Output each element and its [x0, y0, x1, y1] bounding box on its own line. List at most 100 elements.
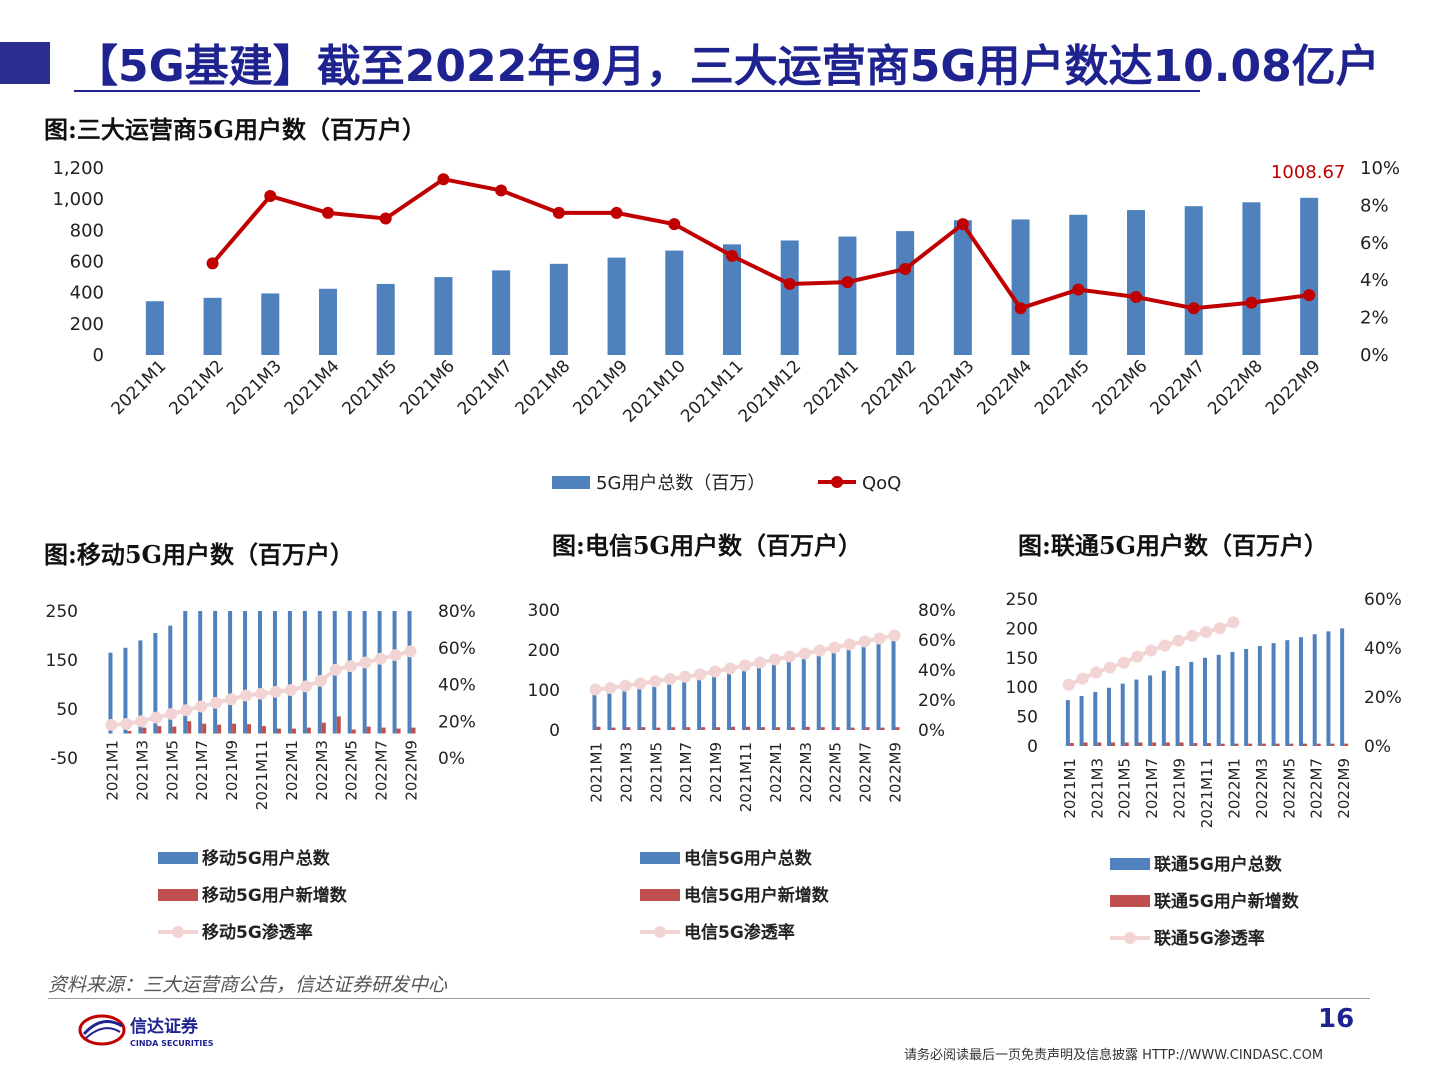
penetration-point — [1117, 656, 1130, 669]
x-axis-label: 2021M1 — [103, 740, 121, 801]
x-axis-label: 2021M5 — [1116, 758, 1134, 819]
penetration-point — [180, 704, 193, 717]
bar-total — [1257, 646, 1262, 746]
bar-total — [1189, 661, 1194, 746]
bar-new — [1124, 742, 1129, 746]
penetration-point — [1090, 666, 1103, 679]
bar-new — [656, 727, 661, 730]
bar-new — [1289, 743, 1294, 746]
penetration-point — [329, 663, 342, 676]
penetration-point — [649, 675, 662, 688]
bar-new — [596, 726, 601, 730]
qoq-point — [495, 184, 508, 197]
right-axis-tick: 20% — [1364, 688, 1402, 708]
legend-pen-label: 移动5G渗透率 — [202, 922, 313, 943]
right-axis-tick: 60% — [918, 631, 956, 651]
x-axis-label: 2022M1 — [800, 356, 863, 419]
legend-pen-marker — [654, 926, 666, 938]
legend-total-swatch — [158, 852, 198, 864]
x-axis-label: 2021M11 — [677, 356, 747, 426]
penetration-point — [299, 680, 312, 693]
qoq-point — [437, 173, 450, 186]
left-axis-tick: 0 — [549, 721, 560, 741]
bar-5g-total — [203, 297, 222, 355]
right-axis-tick: 0% — [1364, 737, 1391, 757]
legend-pen-marker — [1124, 932, 1136, 944]
x-axis-label: 2022M2 — [858, 356, 921, 419]
bar-total — [1175, 666, 1180, 746]
bar-new — [351, 729, 356, 734]
penetration-point — [709, 665, 722, 678]
legend-line-marker — [831, 476, 843, 488]
logo-cn-text: 信达证券 — [130, 1016, 199, 1037]
x-axis-label: 2022M5 — [1031, 356, 1094, 419]
bar-total — [801, 650, 806, 730]
bar-total — [1203, 657, 1207, 746]
left-axis-tick: 800 — [70, 220, 104, 241]
bar-new — [1069, 743, 1074, 746]
left-axis-tick: 50 — [56, 700, 78, 720]
penetration-point — [269, 685, 282, 698]
bar-5g-total — [607, 257, 626, 355]
bar-5g-total — [1127, 210, 1145, 355]
x-axis-label: 2022M3 — [797, 742, 815, 803]
penetration-point — [1172, 634, 1185, 647]
qoq-point — [322, 206, 334, 219]
penetration-point — [255, 687, 267, 700]
bar-total — [652, 681, 657, 730]
main-chart-title: 图:三大运营商5G用户数（百万户） — [44, 115, 427, 144]
x-axis-label: 2021M1 — [1061, 758, 1079, 819]
penetration-point — [135, 715, 148, 728]
source-note: 资料来源：三大运营商公告，信达证券研发中心 — [48, 974, 448, 996]
right-axis-tick: 40% — [918, 661, 956, 681]
legend-total-swatch — [640, 852, 680, 864]
bar-new — [1138, 742, 1143, 746]
qoq-point — [1245, 296, 1258, 309]
bar-5g-total — [665, 250, 684, 355]
penetration-point — [724, 662, 737, 675]
x-axis-label: 2021M12 — [735, 356, 805, 426]
penetration-point — [1186, 629, 1199, 642]
left-axis-tick: 250 — [1006, 590, 1038, 610]
penetration-point — [1227, 616, 1240, 629]
legend-pen-label: 联通5G渗透率 — [1154, 928, 1265, 949]
right-axis-tick: 8% — [1360, 195, 1389, 216]
bar-total — [168, 625, 173, 734]
bar-new — [865, 727, 870, 730]
bar-new — [1165, 742, 1170, 746]
bar-total — [786, 654, 791, 730]
left-axis-tick: 200 — [528, 641, 560, 661]
bar-new — [172, 726, 177, 734]
bar-5g-total — [896, 231, 915, 355]
bar-new — [626, 727, 631, 730]
qoq-point — [783, 277, 796, 290]
qoq-point — [1072, 283, 1085, 296]
qoq-point — [956, 218, 969, 231]
left-axis-tick: 600 — [70, 252, 104, 273]
legend-new-swatch — [158, 889, 198, 901]
x-axis-label: 2021M5 — [647, 742, 665, 803]
penetration-point — [888, 629, 901, 642]
left-axis-tick: 0 — [1027, 737, 1038, 757]
right-axis-tick: 80% — [438, 602, 476, 622]
last-value-label: 1008.67 — [1271, 162, 1345, 183]
x-axis-label: 2022M5 — [1280, 758, 1298, 819]
legend-new-swatch — [1110, 895, 1150, 907]
bar-new — [336, 716, 341, 734]
bar-total — [138, 640, 143, 734]
left-axis-tick: 200 — [70, 314, 104, 335]
bar-new — [1330, 743, 1335, 746]
x-axis-label: 2021M7 — [454, 356, 517, 419]
qoq-point — [552, 206, 565, 219]
bar-total — [317, 611, 322, 734]
right-axis-tick: 0% — [918, 721, 945, 741]
bar-total — [756, 660, 761, 730]
bar-new — [232, 723, 237, 734]
title-accent-bar — [0, 42, 50, 84]
bar-new — [276, 728, 281, 734]
bar-new — [1193, 743, 1198, 746]
left-axis-tick: 100 — [1006, 678, 1038, 698]
disclaimer: 请务必阅读最后一页免责声明及信息披露 HTTP://WWW.CINDASC.CO… — [904, 1048, 1324, 1063]
bar-total — [1120, 683, 1125, 746]
x-axis-label: 2021M5 — [163, 740, 181, 801]
